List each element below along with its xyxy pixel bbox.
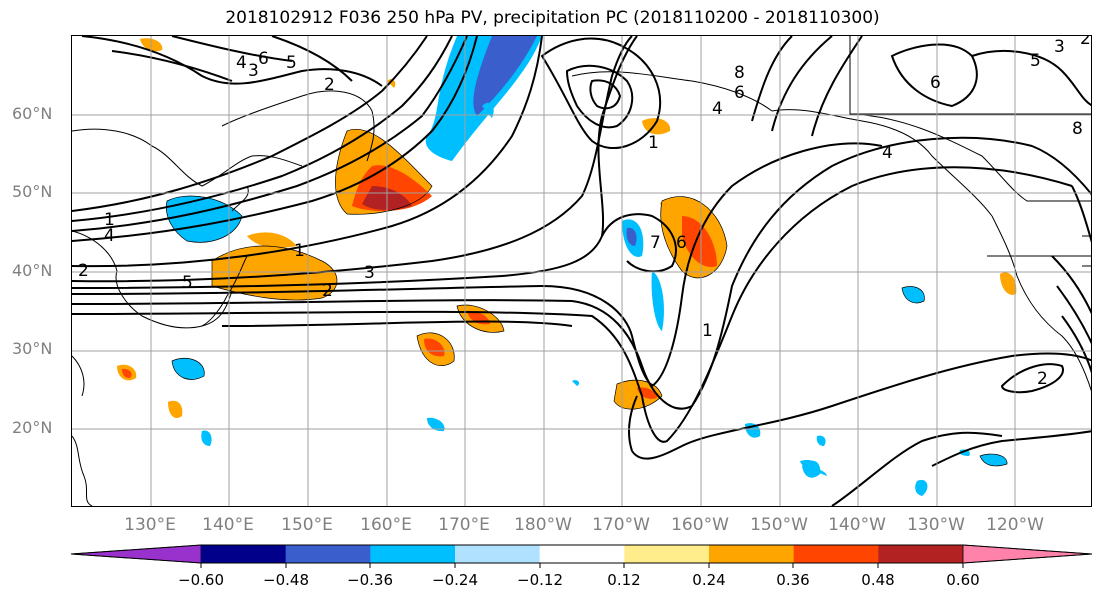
contour-label: 3 <box>364 263 375 283</box>
colorbar-segment <box>370 545 456 563</box>
lon-label: 170°E <box>438 515 490 535</box>
contour-label: 5 <box>1030 51 1041 71</box>
colorbar-tick-label: −0.48 <box>263 571 309 589</box>
colorbar-ticks <box>200 563 964 568</box>
contour-label: 2 <box>1080 36 1091 49</box>
lon-label: 140°E <box>202 515 254 535</box>
colorbar-segment <box>624 545 710 563</box>
graticule <box>72 36 1091 506</box>
contour-label: 7 <box>650 233 661 253</box>
lon-label: 170°W <box>592 515 650 535</box>
lon-label: 130°W <box>907 515 965 535</box>
colorbar-tick-label: 0.24 <box>692 571 726 589</box>
lat-label-30n: 30°N <box>12 339 53 358</box>
contour-label: 4 <box>712 99 723 119</box>
contour-label: 6 <box>930 73 941 93</box>
colorbar-segment <box>793 545 879 563</box>
contour-label: 1 <box>104 210 115 230</box>
lon-label: 140°W <box>828 515 886 535</box>
contour-label: 3 <box>248 61 259 81</box>
precip-negative-shading <box>166 36 1008 496</box>
contour-label: 2 <box>324 75 335 95</box>
contour-label: 5 <box>182 273 193 293</box>
contour-label: 6 <box>676 233 687 253</box>
colorbar-segments <box>70 544 1093 564</box>
lon-label: 150°W <box>750 515 808 535</box>
colorbar-segment <box>962 544 1093 564</box>
colorbar-tick-label: 0.60 <box>946 571 980 589</box>
contour-label: 2 <box>322 281 333 301</box>
lon-label: 160°E <box>360 515 412 535</box>
colorbar-segment <box>455 545 541 563</box>
colorbar-segment <box>878 545 964 563</box>
colorbar-tick-label: −0.36 <box>347 571 393 589</box>
lon-label: 160°W <box>671 515 729 535</box>
lat-label-60n: 60°N <box>12 104 53 123</box>
colorbar-segment <box>70 544 202 564</box>
colorbar-tick-label: −0.60 <box>178 571 224 589</box>
contour-label: 4 <box>236 53 247 73</box>
contour-label: 5 <box>286 53 297 73</box>
contour-label: 4 <box>882 143 893 163</box>
colorbar-tick-label: 0.12 <box>607 571 641 589</box>
colorbar-segment <box>285 545 371 563</box>
map-panel: 6 5 4 3 2 1 1 4 5 2 3 2 1 7 6 8 6 4 2 1 … <box>71 35 1092 507</box>
map-title: 2018102912 F036 250 hPa PV, precipitatio… <box>225 8 880 28</box>
pv-contours <box>72 36 1091 506</box>
contour-label: 1 <box>702 321 713 341</box>
lat-label-50n: 50°N <box>12 182 53 201</box>
lon-label: 130°E <box>124 515 176 535</box>
contour-label: 8 <box>734 63 745 83</box>
contour-label: 6 <box>734 83 745 103</box>
colorbar-tick-label: 0.36 <box>776 571 810 589</box>
colorbar-tick-label: 0.48 <box>861 571 895 589</box>
contour-label: 2 <box>1037 369 1048 389</box>
colorbar-segment <box>201 545 287 563</box>
precip-positive-shading <box>117 38 1017 419</box>
colorbar-segment <box>539 545 625 563</box>
colorbar-segment <box>709 545 795 563</box>
lon-label: 180°W <box>514 515 572 535</box>
contour-label: 4 <box>104 226 115 246</box>
coastlines <box>72 36 1091 506</box>
contour-label: 2 <box>78 261 89 281</box>
lon-label: 120°W <box>986 515 1044 535</box>
contour-label: 3 <box>1054 37 1065 57</box>
pv-contour-labels: 6 5 4 3 2 1 1 4 5 2 3 2 1 7 6 8 6 4 2 1 … <box>78 36 1091 389</box>
contour-label: 8 <box>1072 119 1083 139</box>
colorbar <box>70 544 1093 568</box>
contour-label: 1 <box>648 133 659 153</box>
contour-label: 6 <box>258 49 269 69</box>
lat-label-20n: 20°N <box>12 418 53 437</box>
colorbar-tick-label: −0.24 <box>432 571 478 589</box>
colorbar-tick-label: −0.12 <box>517 571 563 589</box>
contour-label: 1 <box>294 241 305 261</box>
map-canvas: 6 5 4 3 2 1 1 4 5 2 3 2 1 7 6 8 6 4 2 1 … <box>72 36 1091 506</box>
lat-label-40n: 40°N <box>12 261 53 280</box>
lon-label: 150°E <box>281 515 333 535</box>
